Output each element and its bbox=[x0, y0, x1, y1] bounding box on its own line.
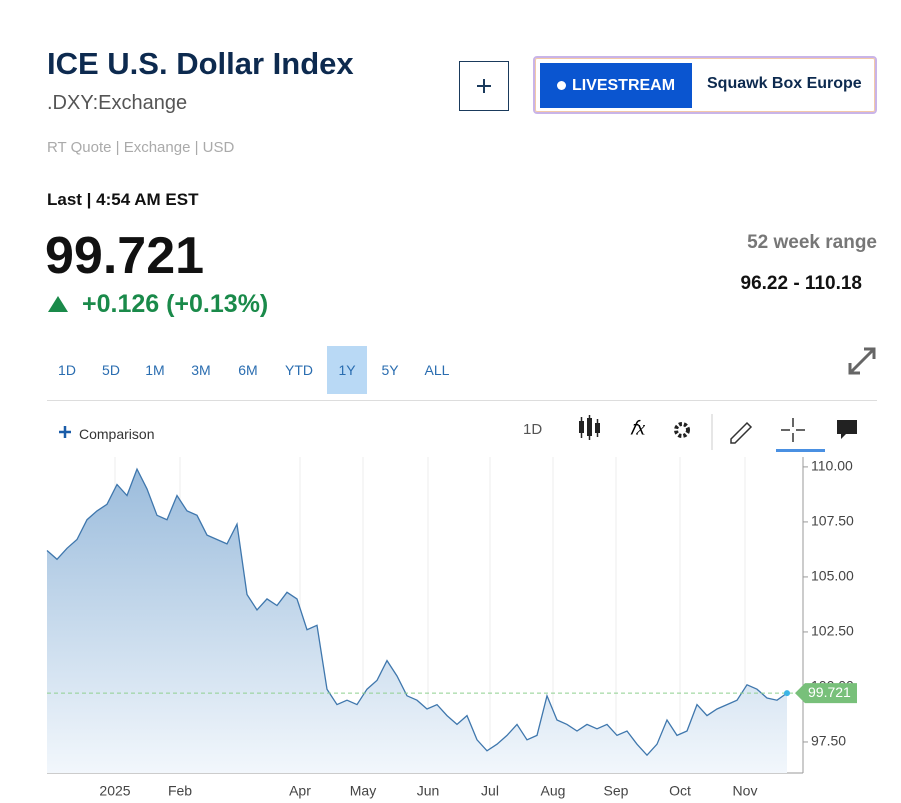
interval[interactable]: 1D bbox=[523, 421, 543, 438]
chart: 2025FebAprMayJunJulAugSepOctNov97.50100.… bbox=[46, 457, 857, 799]
x-tick-label: Nov bbox=[733, 783, 758, 799]
active-underline bbox=[776, 449, 825, 452]
last-label: Last | 4:54 AM EST bbox=[47, 190, 199, 209]
period-tab[interactable]: 5Y bbox=[381, 362, 399, 378]
period-tab[interactable]: 1M bbox=[145, 362, 165, 378]
up-arrow bbox=[48, 296, 68, 312]
last-point bbox=[784, 690, 790, 697]
divider bbox=[47, 400, 877, 401]
x-tick-label: May bbox=[350, 783, 376, 799]
last-price-badge bbox=[795, 683, 857, 704]
expand-icon[interactable] bbox=[846, 345, 878, 377]
comparison-plus[interactable] bbox=[57, 424, 73, 440]
gear-icon[interactable] bbox=[674, 422, 690, 438]
x-tick-label: Oct bbox=[669, 783, 691, 799]
show-name: Squawk Box Europe bbox=[707, 75, 862, 92]
line bbox=[46, 467, 788, 757]
period-tab[interactable]: 1Y bbox=[327, 346, 367, 394]
badge-text: LIVESTREAM bbox=[571, 77, 676, 94]
plus-icon bbox=[477, 79, 491, 93]
x-tick-label: Sep bbox=[604, 783, 629, 799]
y-tick-label: 105.00 bbox=[811, 568, 854, 584]
x-tick-label: Aug bbox=[541, 783, 566, 799]
range-label: 52 week range bbox=[747, 232, 877, 253]
y-tick-label: 97.50 bbox=[811, 733, 846, 749]
quote-info: RT Quote | Exchange | USD bbox=[47, 139, 235, 156]
last-price-label: 99.721 bbox=[808, 684, 851, 700]
title: ICE U.S. Dollar Index bbox=[47, 46, 354, 81]
candle-icon[interactable] bbox=[579, 415, 600, 440]
comparison[interactable]: Comparison bbox=[79, 426, 155, 442]
x-tick-label: 2025 bbox=[99, 783, 130, 799]
price: 99.721 bbox=[45, 227, 205, 285]
toolbar-icons: 𝑓x bbox=[579, 414, 857, 452]
y-tick-label: 107.50 bbox=[811, 513, 854, 529]
area bbox=[47, 469, 787, 773]
add-button[interactable] bbox=[459, 61, 509, 111]
period-tab[interactable]: 1D bbox=[58, 362, 76, 378]
x-tick-label: Feb bbox=[168, 783, 192, 799]
comment-icon[interactable] bbox=[837, 420, 857, 439]
fx-icon[interactable]: 𝑓x bbox=[630, 418, 645, 440]
change: +0.126 (+0.13%) bbox=[82, 290, 269, 318]
y-tick-label: 110.00 bbox=[811, 458, 853, 474]
period-tab[interactable]: 5D bbox=[102, 362, 120, 378]
period-tab[interactable]: YTD bbox=[285, 362, 313, 378]
period-tab[interactable]: ALL bbox=[424, 362, 450, 378]
x-tick-label: Jun bbox=[417, 783, 440, 799]
range: 96.22 - 110.18 bbox=[740, 273, 863, 294]
livestream-box[interactable]: LIVESTREAM Squawk Box Europe bbox=[533, 56, 877, 114]
period-tab[interactable]: 3M bbox=[191, 362, 211, 378]
x-tick-label: Apr bbox=[289, 783, 311, 799]
pencil-icon[interactable] bbox=[730, 421, 753, 444]
x-tick-label: Jul bbox=[481, 783, 499, 799]
symbol: .DXY:Exchange bbox=[47, 92, 188, 114]
y-tick-label: 102.50 bbox=[811, 623, 854, 639]
period-tab[interactable]: 6M bbox=[238, 362, 258, 378]
live-dot bbox=[556, 81, 566, 90]
crosshair-icon[interactable] bbox=[781, 418, 805, 442]
livestream-badge[interactable]: LIVESTREAM bbox=[540, 63, 692, 108]
